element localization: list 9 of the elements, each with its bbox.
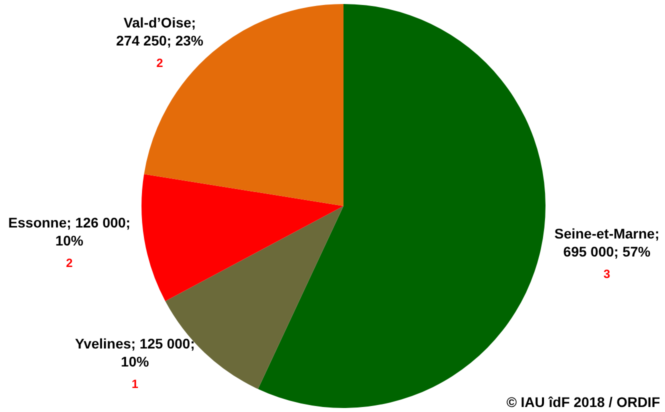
text: © IAU îdF 2018 / ORDIF (506, 394, 660, 410)
text: 3 (604, 267, 610, 282)
text: 1 (132, 377, 138, 392)
slice-label: Val-d’Oise; 274 250; 23% (116, 14, 204, 48)
text: 2 (66, 256, 73, 270)
slice-label: Seine-et-Marne; 695 000; 57% (554, 226, 660, 260)
slice-label: Yvelines; 125 000; 10% (75, 336, 195, 370)
slice-label: Essonne; 126 000; 10% (8, 214, 130, 248)
text: 2 (156, 56, 164, 70)
